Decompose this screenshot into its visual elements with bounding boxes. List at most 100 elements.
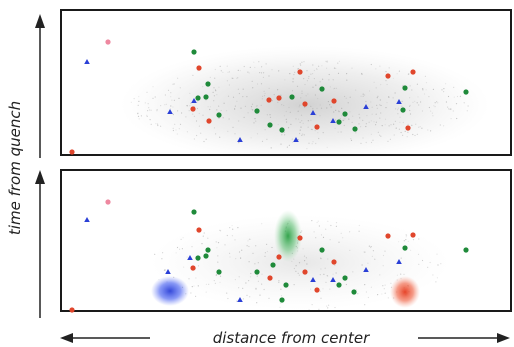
haze-speck bbox=[172, 129, 174, 132]
haze-speck bbox=[277, 101, 279, 103]
bottom-panel-markers bbox=[69, 199, 469, 313]
haze-speck bbox=[329, 86, 331, 88]
haze-speck bbox=[463, 102, 465, 104]
haze-speck bbox=[432, 115, 434, 117]
haze-speck bbox=[425, 82, 428, 84]
haze-speck bbox=[320, 107, 323, 109]
haze-speck bbox=[333, 88, 335, 90]
haze-speck bbox=[338, 241, 340, 243]
haze-speck bbox=[172, 106, 174, 108]
haze-speck bbox=[385, 71, 387, 73]
haze-speck bbox=[189, 92, 191, 94]
haze-speck bbox=[250, 272, 252, 275]
haze-speck bbox=[388, 96, 390, 98]
haze-speck bbox=[297, 272, 299, 274]
haze-speck bbox=[281, 134, 283, 136]
bottom-panel bbox=[60, 169, 512, 313]
x-axis-label: distance from center bbox=[213, 329, 370, 347]
haze-speck bbox=[339, 118, 341, 120]
blue-triangle-marker bbox=[330, 118, 336, 123]
haze-speck bbox=[333, 67, 336, 69]
blue-triangle-marker bbox=[187, 255, 193, 260]
haze-speck bbox=[231, 235, 233, 237]
haze-speck bbox=[297, 68, 299, 70]
haze-speck bbox=[215, 241, 217, 243]
haze-speck bbox=[240, 257, 242, 259]
haze-speck bbox=[146, 114, 148, 116]
bottom-panel-frame bbox=[60, 169, 512, 312]
haze-speck bbox=[383, 288, 385, 290]
haze-speck bbox=[227, 130, 229, 132]
haze-speck bbox=[266, 250, 268, 253]
haze-speck bbox=[361, 72, 363, 75]
green-dot-marker bbox=[342, 275, 348, 281]
haze-speck bbox=[375, 121, 377, 123]
red-dot-marker bbox=[276, 254, 282, 260]
haze-speck bbox=[249, 276, 252, 278]
haze-speck bbox=[229, 227, 231, 229]
haze-speck bbox=[234, 239, 236, 241]
haze-speck bbox=[377, 131, 379, 133]
haze-speck bbox=[335, 272, 337, 274]
haze-speck bbox=[238, 276, 240, 278]
haze-speck bbox=[323, 273, 325, 275]
haze-speck bbox=[311, 143, 313, 145]
blue-triangle-marker bbox=[363, 267, 369, 272]
red-dot-marker bbox=[266, 97, 272, 103]
haze-speck bbox=[436, 101, 438, 103]
haze-speck bbox=[315, 237, 317, 239]
haze-speck bbox=[300, 64, 302, 66]
haze-speck bbox=[396, 274, 398, 276]
haze-speck bbox=[146, 91, 148, 93]
haze-speck bbox=[235, 258, 237, 260]
haze-speck bbox=[228, 71, 230, 73]
haze-speck bbox=[154, 96, 156, 98]
haze-speck bbox=[257, 280, 259, 282]
haze-speck bbox=[380, 135, 382, 137]
haze-speck bbox=[318, 308, 320, 310]
haze-speck bbox=[279, 306, 281, 308]
haze-speck bbox=[157, 123, 159, 125]
haze-speck bbox=[234, 108, 236, 110]
haze-speck bbox=[385, 107, 387, 109]
haze-speck bbox=[256, 105, 258, 107]
haze-speck bbox=[278, 281, 280, 283]
haze-speck bbox=[351, 67, 353, 69]
haze-speck bbox=[318, 225, 320, 227]
haze-speck bbox=[313, 231, 315, 233]
haze-speck bbox=[209, 106, 211, 108]
blue-triangle-marker bbox=[293, 137, 299, 142]
haze-speck bbox=[347, 102, 349, 104]
haze-speck bbox=[231, 225, 233, 227]
haze-speck bbox=[335, 225, 337, 227]
haze-speck bbox=[379, 104, 381, 106]
haze-speck bbox=[241, 249, 243, 251]
blue-triangle-marker bbox=[191, 98, 197, 103]
haze-speck bbox=[370, 120, 372, 122]
haze-speck bbox=[181, 112, 183, 114]
haze-speck bbox=[214, 68, 216, 71]
haze-speck bbox=[400, 273, 402, 275]
green-dot-marker bbox=[195, 95, 201, 101]
haze-speck bbox=[445, 101, 447, 103]
haze-speck bbox=[304, 260, 306, 262]
haze-speck bbox=[242, 298, 244, 300]
haze-speck bbox=[244, 105, 246, 107]
haze-speck bbox=[193, 285, 195, 287]
haze-speck bbox=[397, 109, 399, 111]
haze-speck bbox=[343, 119, 345, 122]
haze-speck bbox=[263, 72, 265, 74]
haze-speck bbox=[402, 134, 404, 136]
haze-speck bbox=[270, 147, 272, 149]
haze-speck bbox=[338, 110, 340, 112]
haze-speck bbox=[364, 94, 366, 96]
haze-speck bbox=[149, 119, 151, 121]
pink-dot-marker bbox=[105, 39, 111, 45]
haze-speck bbox=[215, 133, 217, 135]
haze-speck bbox=[326, 146, 328, 148]
haze-speck bbox=[376, 104, 378, 106]
haze-speck bbox=[226, 65, 228, 67]
haze-speck bbox=[301, 90, 303, 92]
haze-speck bbox=[229, 252, 231, 254]
haze-speck bbox=[156, 109, 158, 111]
